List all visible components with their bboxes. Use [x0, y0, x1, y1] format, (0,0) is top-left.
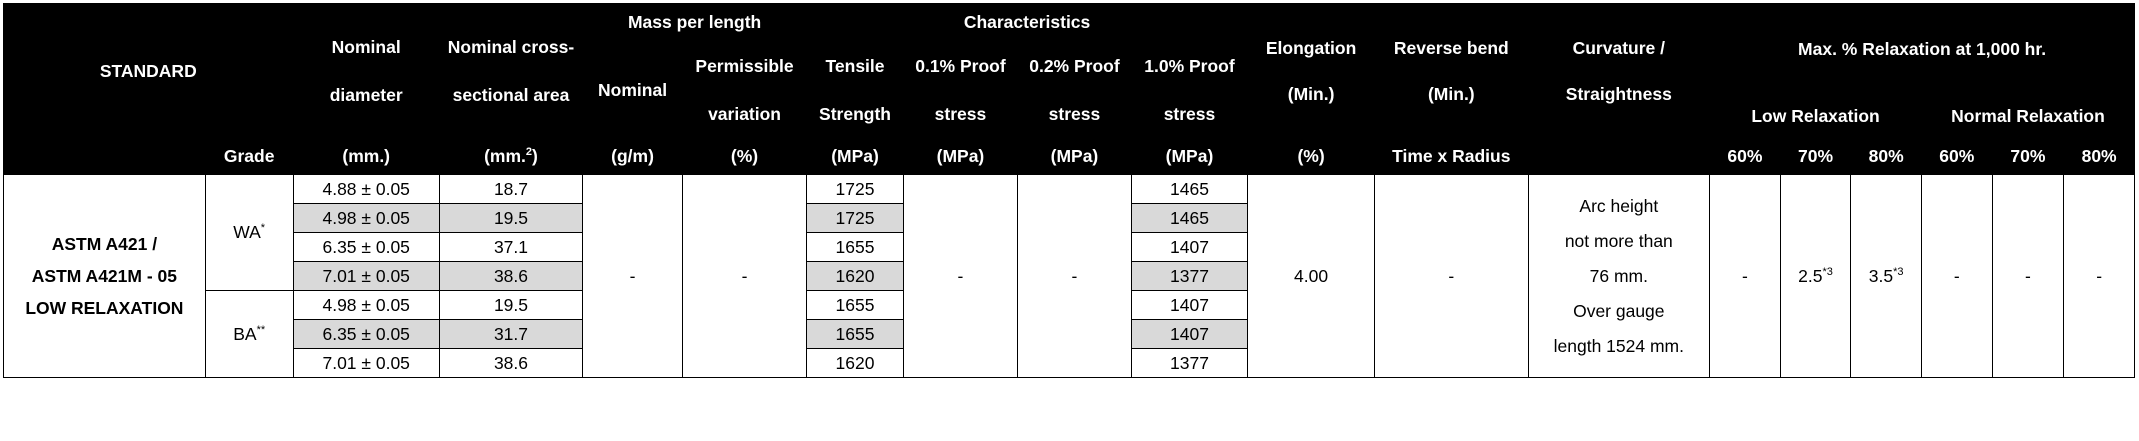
- header-low-60: 60%: [1709, 138, 1781, 175]
- header-mass-nominal: Nominal: [582, 41, 683, 139]
- area-cell: 37.1: [438, 232, 584, 262]
- proof10-cell: 1407: [1130, 290, 1249, 320]
- area-cell: 38.6: [438, 348, 584, 378]
- header-proof-10: 1.0% Proof stress: [1130, 41, 1249, 139]
- tensile-cell: 1725: [806, 203, 904, 233]
- reverse-bend-cell: -: [1374, 174, 1529, 378]
- header-permissible-variation: Permissible variation: [681, 41, 808, 139]
- proof02-cell: -: [1016, 174, 1132, 378]
- grade-wa: WA*: [204, 174, 294, 291]
- header-area-unit: (mm.2): [438, 138, 584, 175]
- low-relax-60-cell: -: [1709, 174, 1781, 378]
- tensile-cell: 1620: [806, 348, 904, 378]
- header-grade: Grade: [204, 138, 294, 175]
- table-row: 7.01 ± 0.05 38.6 1620 1377: [4, 348, 2135, 378]
- header-elongation: Elongation (Min.): [1247, 3, 1376, 139]
- header-mass-unit: (g/m): [582, 138, 683, 175]
- table-row: ASTM A421 /ASTM A421M - 05 LOW RELAXATION…: [3, 174, 2135, 378]
- area-cell: 18.7: [438, 174, 584, 204]
- header-tensile-unit: (MPa): [806, 138, 904, 175]
- header-proof02-unit: (MPa): [1016, 138, 1132, 175]
- area-cell: 19.5: [438, 290, 584, 320]
- tensile-cell: 1655: [806, 319, 904, 349]
- header-normal-60: 60%: [1920, 138, 1993, 175]
- proof10-cell: 1465: [1130, 174, 1249, 204]
- header-cross-section: Nominal cross-sectional area: [438, 3, 584, 139]
- diameter-cell: 6.35 ± 0.05: [292, 232, 440, 262]
- low-relax-70-cell: 2.5*3: [1779, 174, 1852, 378]
- header-low-80: 80%: [1850, 138, 1922, 175]
- table-row: 7.01 ± 0.05 38.6 1620 1377: [4, 261, 2135, 291]
- header-curvature: Curvature / Straightness: [1527, 3, 1711, 139]
- table-row: 6.35 ± 0.05 31.7 1655 1407: [4, 319, 2135, 349]
- diameter-cell: 4.98 ± 0.05: [292, 290, 440, 320]
- area-cell: 19.5: [438, 203, 584, 233]
- mass-nominal-cell: -: [582, 174, 683, 378]
- area-cell: 31.7: [438, 319, 584, 349]
- standard-name: ASTM A421 /ASTM A421M - 05 LOW RELAXATION: [3, 174, 206, 378]
- header-proof01-unit: (MPa): [902, 138, 1018, 175]
- diameter-cell: 6.35 ± 0.05: [292, 319, 440, 349]
- header-max-relaxation: Max. % Relaxation at 1,000 hr.: [1709, 3, 2135, 96]
- elongation-cell: 4.00: [1247, 174, 1376, 378]
- header-elongation-unit: (%): [1247, 138, 1376, 175]
- header-variation-unit: (%): [681, 138, 808, 175]
- diameter-cell: 4.88 ± 0.05: [292, 174, 440, 204]
- normal-relax-60-cell: -: [1920, 174, 1993, 378]
- variation-cell: -: [681, 174, 808, 378]
- header-tensile-strength: Tensile Strength: [806, 41, 904, 139]
- normal-relax-70-cell: -: [1991, 174, 2065, 378]
- header-mass-per-length: Mass per length: [582, 3, 808, 42]
- header-normal-70: 70%: [1991, 138, 2065, 175]
- proof10-cell: 1377: [1130, 261, 1249, 291]
- proof10-cell: 1465: [1130, 203, 1249, 233]
- header-characteristics: Characteristics: [806, 3, 1249, 42]
- header-nominal-diameter: Nominal diameter: [292, 3, 440, 139]
- table-row: 4.98 ± 0.05 19.5 1725 1465: [4, 203, 2135, 233]
- diameter-cell: 7.01 ± 0.05: [292, 261, 440, 291]
- header-reverse-bend: Reverse bend (Min.): [1374, 3, 1529, 139]
- header-normal-relaxation: Normal Relaxation: [1920, 94, 2136, 140]
- tensile-cell: 1725: [806, 174, 904, 204]
- area-cell: 38.6: [438, 261, 584, 291]
- diameter-cell: 7.01 ± 0.05: [292, 348, 440, 378]
- tensile-cell: 1655: [806, 232, 904, 262]
- proof10-cell: 1407: [1130, 319, 1249, 349]
- header-standard: STANDARD: [3, 3, 294, 139]
- grade-ba: BA**: [204, 290, 294, 378]
- header-proof-02: 0.2% Proof stress: [1016, 41, 1132, 139]
- header-reverse-bend-unit: Time x Radius: [1374, 138, 1529, 175]
- table-row: 6.35 ± 0.05 37.1 1655 1407: [4, 232, 2135, 262]
- diameter-cell: 4.98 ± 0.05: [292, 203, 440, 233]
- header-proof-01: 0.1% Proof stress: [902, 41, 1018, 139]
- proof10-cell: 1377: [1130, 348, 1249, 378]
- tensile-cell: 1655: [806, 290, 904, 320]
- tensile-cell: 1620: [806, 261, 904, 291]
- header-curvature-unit: [1527, 138, 1711, 175]
- proof01-cell: -: [902, 174, 1018, 378]
- specification-table: STANDARD Nominal diameter Nominal cross-s…: [3, 3, 2136, 378]
- header-proof10-unit: (MPa): [1130, 138, 1249, 175]
- proof10-cell: 1407: [1130, 232, 1249, 262]
- low-relax-80-cell: 3.5*3: [1850, 174, 1922, 378]
- header-normal-80: 80%: [2063, 138, 2135, 175]
- header-low-70: 70%: [1779, 138, 1852, 175]
- header-blank: [3, 138, 206, 175]
- header-diameter-unit: (mm.): [292, 138, 440, 175]
- header-low-relaxation: Low Relaxation: [1709, 94, 1922, 140]
- curvature-cell: Arc height not more than 76 mm. Over gauge l…: [1527, 174, 1711, 378]
- normal-relax-80-cell: -: [2063, 174, 2135, 378]
